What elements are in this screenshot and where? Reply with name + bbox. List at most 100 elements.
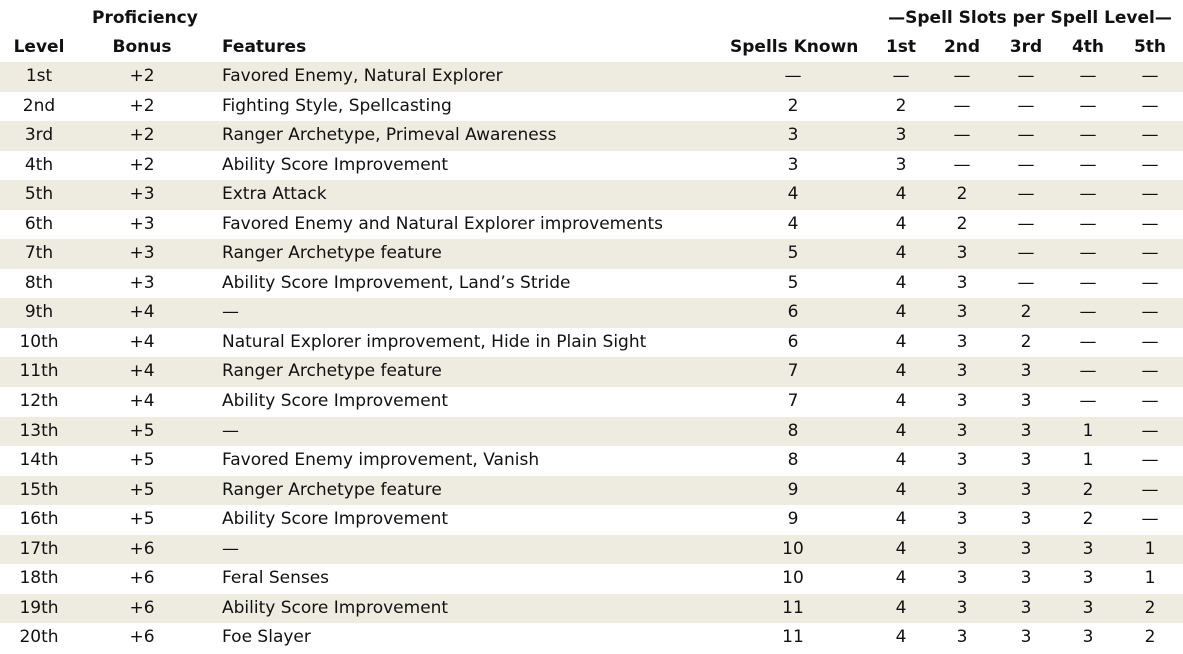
cell-slot-4th: — [1079, 331, 1097, 352]
cell-level: 1st [25, 66, 53, 86]
cell-proficiency: +3 [129, 184, 155, 205]
cell-slot-5th: — [1141, 509, 1159, 530]
cell-level: 13th [19, 420, 59, 441]
cell-spells-known: 9 [787, 509, 799, 530]
cell-spells-known: 6 [787, 331, 799, 352]
cell-slot-3rd: — [1017, 154, 1035, 175]
header-slot-2nd: 2nd [943, 37, 981, 57]
cell-spells-known: 5 [787, 243, 799, 264]
cell-slot-2nd: 3 [956, 243, 968, 264]
header-features: Features [222, 37, 307, 57]
cell-level: 18th [19, 568, 59, 589]
cell-slot-4th: — [1079, 213, 1097, 234]
cell-proficiency: +6 [129, 568, 155, 589]
cell-slot-4th: 3 [1082, 538, 1094, 559]
cell-slot-2nd: 3 [956, 597, 968, 618]
cell-slot-2nd: 3 [956, 568, 968, 589]
cell-level: 19th [19, 597, 59, 618]
header-slot-3rd: 3rd [1009, 37, 1043, 57]
cell-proficiency: +5 [129, 420, 155, 441]
cell-proficiency: +4 [129, 361, 155, 382]
cell-level: 7th [24, 243, 54, 264]
cell-slot-5th: — [1141, 95, 1159, 116]
cell-spells-known: 11 [782, 597, 804, 618]
table-row: 6th +3 Favored Enemy and Natural Explorer … [0, 210, 1183, 240]
table-row: 5th +3 Extra Attack 4 4 2 — — — [0, 180, 1183, 210]
table-row: 13th +5 — 8 4 3 3 1 — [0, 416, 1183, 447]
cell-spells-known: 5 [787, 272, 799, 293]
cell-slot-5th: — [1141, 331, 1159, 352]
cell-slot-3rd: 3 [1020, 538, 1032, 559]
cell-slot-1st: 4 [895, 450, 907, 471]
cell-features: Ability Score Improvement [222, 509, 449, 530]
cell-slot-2nd: 3 [956, 272, 968, 293]
cell-slot-2nd: — [953, 154, 971, 175]
cell-spells-known: 4 [787, 184, 799, 205]
cell-slot-1st: 4 [895, 272, 907, 293]
cell-slot-4th: 3 [1082, 568, 1094, 589]
cell-proficiency: +6 [129, 597, 155, 618]
cell-slot-1st: 4 [895, 302, 907, 323]
cell-slot-5th: — [1141, 391, 1159, 412]
cell-slot-1st: 4 [895, 509, 907, 530]
cell-slot-4th: — [1079, 154, 1097, 175]
table-row: 9th +4 — 6 4 3 2 — — [0, 298, 1183, 328]
cell-level: 17th [19, 538, 59, 559]
cell-slot-1st: 4 [895, 568, 907, 589]
cell-slot-1st: 4 [895, 243, 907, 264]
cell-spells-known: 11 [782, 627, 804, 648]
cell-slot-4th: 2 [1082, 509, 1094, 530]
cell-slot-5th: 2 [1144, 627, 1156, 648]
cell-slot-5th: — [1141, 302, 1159, 323]
cell-level: 10th [19, 331, 59, 352]
cell-slot-4th: 3 [1082, 627, 1094, 648]
cell-spells-known: 8 [787, 450, 799, 471]
table-row: 16th +5 Ability Score Improvement 9 4 3 3 2 — [0, 505, 1183, 535]
cell-features: — [222, 302, 239, 323]
cell-slot-3rd: — [1017, 125, 1035, 146]
cell-features: — [222, 538, 239, 559]
cell-level: 11th [19, 361, 59, 382]
cell-spells-known: 10 [782, 568, 804, 589]
cell-slot-4th: 3 [1082, 597, 1094, 618]
table-row: 18th +6 Feral Senses 10 4 3 3 3 1 [0, 564, 1183, 594]
cell-slot-5th: 1 [1144, 568, 1156, 589]
table-row: 15th +5 Ranger Archetype feature 9 4 3 3 2 — [0, 475, 1183, 506]
cell-slot-2nd: — [953, 125, 971, 146]
cell-level: 2nd [22, 95, 56, 116]
cell-level: 20th [19, 627, 59, 648]
cell-features: Ability Score Improvement [222, 391, 449, 412]
cell-slot-3rd: — [1017, 66, 1035, 86]
table-body: 1st +2 Favored Enemy, Natural Explorer — — — —… [0, 62, 1183, 653]
table-row: 14th +5 Favored Enemy improvement, Vanish 8… [0, 446, 1183, 476]
cell-features: Ranger Archetype feature [222, 479, 442, 500]
cell-spells-known: 2 [787, 95, 799, 116]
cell-features: Extra Attack [222, 184, 327, 205]
cell-slot-4th: — [1079, 243, 1097, 264]
cell-proficiency: +5 [129, 479, 155, 500]
cell-slot-5th: — [1141, 420, 1159, 441]
cell-slot-1st: 4 [895, 331, 907, 352]
cell-slot-4th: — [1079, 361, 1097, 382]
cell-proficiency: +5 [129, 450, 155, 471]
cell-slot-3rd: — [1017, 184, 1035, 205]
cell-proficiency: +6 [129, 538, 155, 559]
header-slot-1st: 1st [885, 37, 917, 57]
cell-slot-2nd: 2 [956, 213, 968, 234]
cell-slot-5th: — [1141, 361, 1159, 382]
cell-slot-3rd: 2 [1020, 302, 1032, 323]
cell-slot-1st: 4 [895, 597, 907, 618]
cell-slot-1st: 4 [895, 184, 907, 205]
cell-slot-4th: — [1079, 125, 1097, 146]
cell-slot-1st: 4 [895, 391, 907, 412]
cell-slot-4th: 1 [1082, 420, 1094, 441]
cell-slot-1st: 4 [895, 213, 907, 234]
cell-level: 6th [24, 213, 54, 234]
cell-slot-2nd: 3 [956, 538, 968, 559]
cell-level: 9th [24, 302, 54, 323]
table-row: 11th +4 Ranger Archetype feature 7 4 3 3 — — [0, 357, 1183, 388]
cell-slot-3rd: 3 [1020, 420, 1032, 441]
cell-features: Foe Slayer [222, 627, 311, 648]
header-spell-slots: —Spell Slots per Spell Level— [888, 8, 1172, 28]
cell-slot-1st: 4 [895, 479, 907, 500]
